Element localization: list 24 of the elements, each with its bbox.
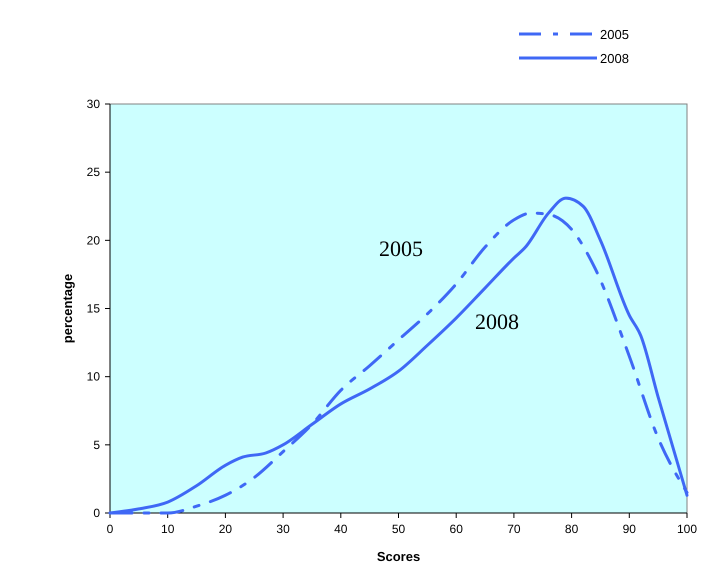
text: 2005 — [600, 27, 629, 42]
y-tick-label: 30 — [86, 97, 100, 111]
x-tick-label: 20 — [218, 522, 232, 536]
x-tick-label: 0 — [106, 522, 114, 536]
y-tick-label: 20 — [86, 233, 100, 248]
x-tick-label: 50 — [392, 522, 406, 536]
x-tick-label: 70 — [507, 522, 521, 536]
x-tick-label: 100 — [676, 522, 698, 536]
x-tick-label: 60 — [450, 522, 464, 536]
y-tick-label: 25 — [86, 165, 100, 180]
x-tick-label: 80 — [564, 522, 579, 536]
y-tick-label: 0 — [93, 506, 100, 520]
x-tick-label: 40 — [334, 522, 348, 536]
text: 2008 — [600, 51, 629, 66]
series-label: 2008 — [475, 309, 519, 334]
y-axis-title: percentage — [60, 274, 75, 344]
y-tick-label: 15 — [86, 302, 100, 316]
y-tick-label: 5 — [93, 438, 100, 452]
series-label: 2005 — [379, 236, 423, 261]
y-tick-label: 10 — [86, 370, 100, 384]
x-tick-label: 90 — [622, 522, 636, 536]
x-axis-title: Scores — [376, 549, 420, 564]
x-tick-label: 30 — [276, 522, 290, 536]
x-tick-label: 10 — [161, 522, 175, 536]
